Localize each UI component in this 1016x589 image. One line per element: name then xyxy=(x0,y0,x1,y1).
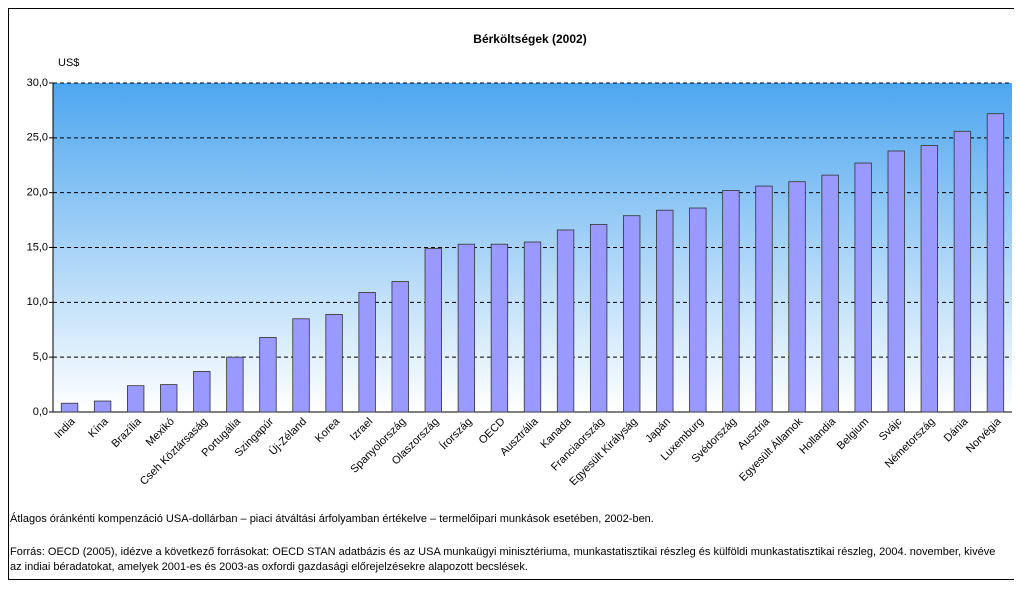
y-axis-label: US$ xyxy=(58,57,79,69)
bar xyxy=(986,113,1005,413)
bar xyxy=(358,292,376,413)
x-tick-label: Hollandia xyxy=(797,415,839,457)
bar xyxy=(556,229,575,413)
bar xyxy=(854,162,872,413)
x-tick-label: Kína xyxy=(86,415,111,440)
bar xyxy=(259,337,277,413)
bar xyxy=(953,130,972,413)
x-tick-label: Belgium xyxy=(835,416,872,453)
y-tick-label: 30,0 xyxy=(27,77,48,89)
bar xyxy=(589,224,608,413)
x-tick-label: Mexikó xyxy=(144,416,177,449)
y-tick-label: 0,0 xyxy=(33,406,48,418)
x-tick-label: Izrael xyxy=(348,416,376,444)
x-tick-label: Japán xyxy=(643,416,673,446)
bar xyxy=(292,318,310,413)
bar xyxy=(821,174,839,413)
bar xyxy=(93,400,112,413)
bar xyxy=(920,145,938,413)
x-tick-label: India xyxy=(52,415,78,441)
chart: Bérköltségek (2002) US$ 0,0 5,0 10,0 15,0 20… xyxy=(27,32,1012,488)
frame xyxy=(8,8,1014,580)
y-tick-label: 15,0 xyxy=(27,241,48,253)
bar xyxy=(722,190,740,413)
bar xyxy=(523,241,542,413)
bar xyxy=(226,356,244,413)
note: Átlagos óránkénti kompenzáció USA-dollár… xyxy=(10,513,654,525)
bar xyxy=(160,384,178,413)
bar xyxy=(490,243,509,413)
bar xyxy=(424,248,442,413)
bar xyxy=(127,385,145,413)
x-tick-label: Norvégia xyxy=(964,415,1004,455)
y-tick-label: 10,0 xyxy=(27,296,48,308)
bar xyxy=(457,243,476,413)
x-tick-label: Dánia xyxy=(942,415,971,444)
x-tick-label: Svájc xyxy=(877,415,905,443)
bar xyxy=(325,313,343,413)
x-tick-label: Brazília xyxy=(109,415,144,450)
y-tick-label: 5,0 xyxy=(33,351,48,363)
bar xyxy=(887,150,905,413)
bar xyxy=(623,215,641,413)
bar xyxy=(60,402,79,413)
y-tick-label: 20,0 xyxy=(27,187,48,199)
bar xyxy=(656,209,674,413)
x-tick-label: Írország xyxy=(437,415,474,452)
y-tick-label: 25,0 xyxy=(27,132,48,144)
bar xyxy=(689,207,707,413)
source: Forrás: OECD (2005), idézve a következő … xyxy=(10,546,996,573)
x-tick-label: OECD xyxy=(477,416,508,447)
chart-title: Bérköltségek (2002) xyxy=(473,32,586,46)
bar xyxy=(391,281,409,413)
x-tick-label: Korea xyxy=(313,415,343,445)
bar xyxy=(193,371,211,413)
bar xyxy=(755,185,773,413)
bar xyxy=(788,181,806,413)
